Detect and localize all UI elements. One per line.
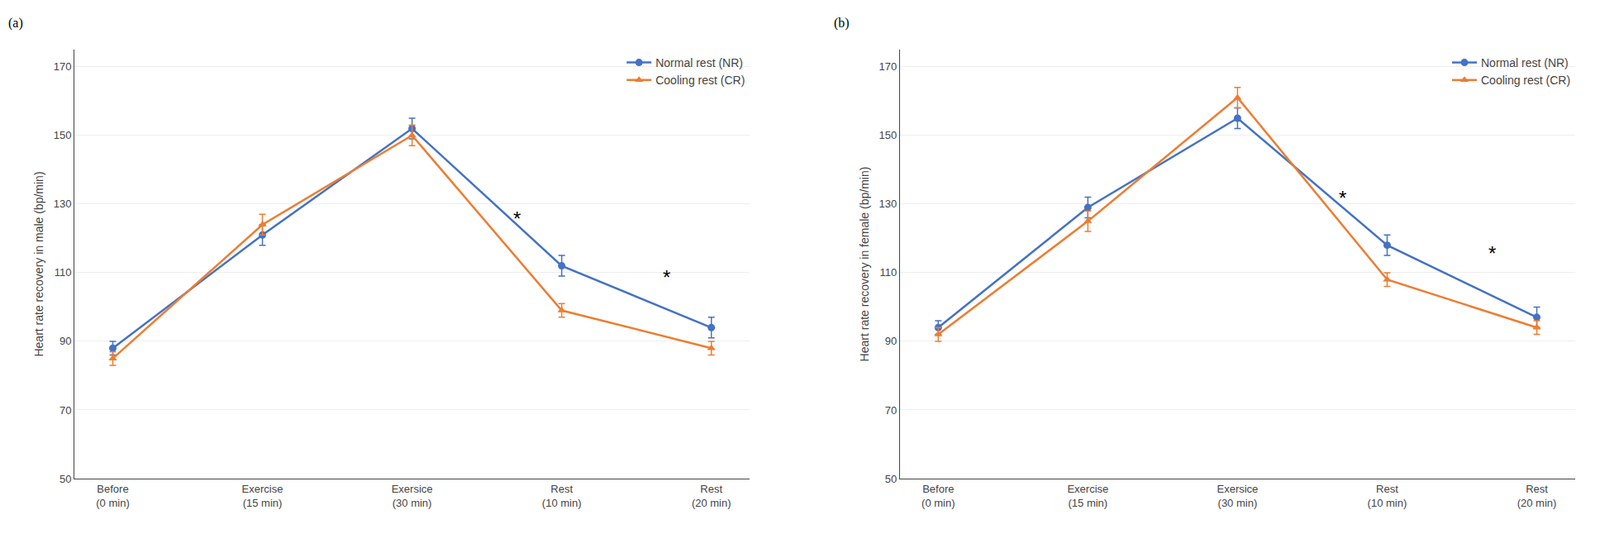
svg-text:Exercise(15 min): Exercise(15 min) (1066, 482, 1109, 510)
svg-text:Rest(20 min): Rest(20 min) (691, 482, 732, 510)
svg-text:*: * (1338, 186, 1347, 210)
svg-text:90: 90 (885, 334, 897, 348)
svg-text:Cooling rest (CR): Cooling rest (CR) (1480, 73, 1571, 87)
svg-text:110: 110 (879, 266, 897, 279)
svg-text:*: * (1488, 242, 1496, 265)
svg-text:Exersice(30 min): Exersice(30 min) (391, 482, 434, 510)
svg-text:130: 130 (53, 197, 72, 210)
svg-text:(a): (a) (8, 15, 24, 31)
svg-text:*: * (662, 266, 671, 289)
svg-text:(b): (b) (833, 15, 850, 31)
svg-text:Normal rest (NR): Normal rest (NR) (655, 56, 743, 70)
svg-text:130: 130 (878, 197, 897, 210)
svg-text:170: 170 (878, 60, 897, 73)
svg-text:Before(0 min): Before(0 min) (95, 482, 129, 510)
svg-text:Cooling rest (CR): Cooling rest (CR) (655, 73, 745, 87)
svg-text:110: 110 (54, 266, 72, 279)
svg-text:70: 70 (885, 404, 897, 417)
svg-text:Rest(10 min): Rest(10 min) (1367, 482, 1408, 510)
svg-text:50: 50 (59, 472, 72, 486)
svg-text:150: 150 (53, 128, 72, 142)
svg-text:Exercise(15 min): Exercise(15 min) (242, 482, 284, 510)
svg-text:90: 90 (59, 334, 72, 348)
svg-text:170: 170 (53, 60, 72, 73)
svg-text:Rest(10 min): Rest(10 min) (542, 482, 582, 510)
svg-text:Heart rate recovery in male (b: Heart rate recovery in male (bp/min) (32, 171, 46, 357)
svg-text:Heart rate recovery in female: Heart rate recovery in female (bp/min) (857, 166, 872, 362)
svg-text:*: * (513, 207, 521, 230)
svg-text:Rest(20 min): Rest(20 min) (1517, 482, 1558, 510)
svg-text:Before(0 min): Before(0 min) (921, 482, 955, 510)
svg-text:70: 70 (59, 404, 72, 417)
svg-text:Normal rest (NR): Normal rest (NR) (1480, 56, 1569, 70)
svg-text:50: 50 (885, 472, 897, 486)
svg-text:150: 150 (878, 128, 897, 142)
svg-text:Exersice(30 min): Exersice(30 min) (1216, 482, 1258, 510)
